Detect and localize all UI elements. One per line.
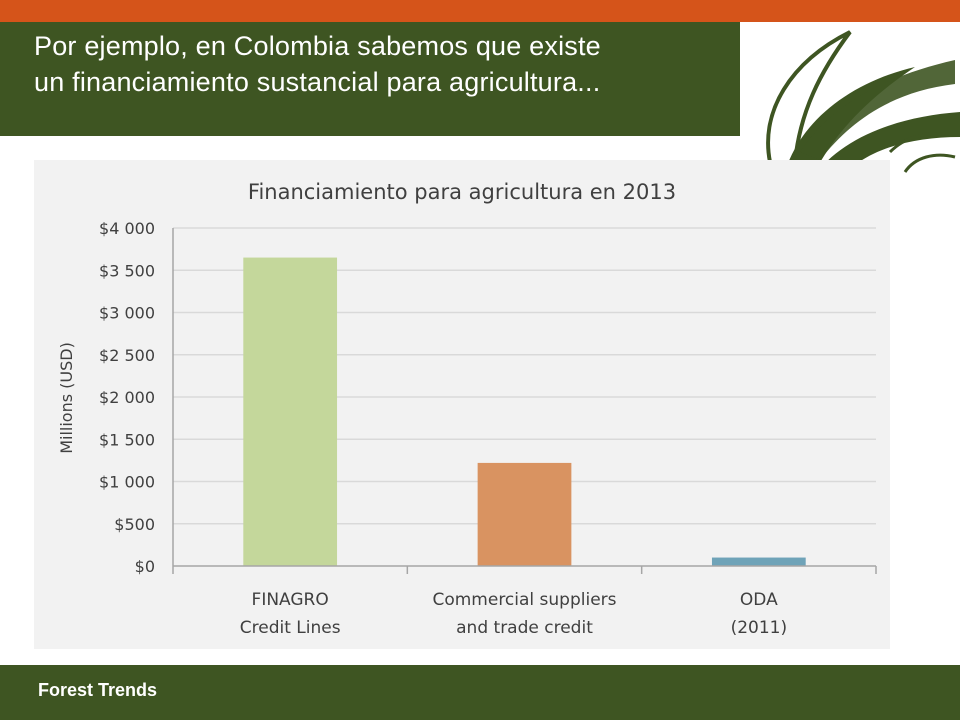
bar (711, 557, 806, 566)
bars (243, 257, 806, 566)
tick-labels: $0 $500 $1 000 $1 500 $2 000 $2 500 $3 000 $3 5… (99, 219, 787, 638)
chart-title: Financiamiento para agricultura en 2013 (248, 180, 676, 204)
x-tick-label: and trade credit (456, 618, 593, 638)
slide-title: Por ejemplo, en Colombia sabemos que exi… (34, 31, 601, 97)
y-tick-label: $2 000 (99, 388, 155, 407)
chart-panel: Financiamiento para agricultura en 2013 … (34, 160, 890, 649)
axes (172, 228, 877, 574)
y-tick-label: $1 500 (99, 430, 155, 449)
x-tick-label: FINAGRO (252, 590, 329, 610)
y-tick-label: $2 500 (99, 346, 155, 365)
x-tick-label: Credit Lines (240, 618, 341, 638)
y-tick-label: $3 000 (99, 304, 155, 323)
bar (243, 257, 338, 566)
y-tick-label: $0 (135, 557, 155, 576)
bar (477, 462, 572, 566)
y-tick-label: $500 (114, 515, 155, 534)
y-tick-label: $3 500 (99, 261, 155, 280)
y-axis-label: Millions (USD) (57, 342, 76, 454)
top-accent-stripe (0, 0, 960, 22)
x-tick-label: Commercial suppliers (432, 590, 616, 610)
x-tick-label: ODA (740, 590, 778, 610)
footer-band (0, 665, 960, 720)
y-tick-label: $4 000 (99, 219, 155, 238)
x-tick-label: (2011) (731, 618, 788, 638)
footer-brand: Forest Trends (38, 680, 158, 700)
bar-chart: Financiamiento para agricultura en 2013 … (57, 180, 877, 638)
y-tick-label: $1 000 (99, 473, 155, 492)
